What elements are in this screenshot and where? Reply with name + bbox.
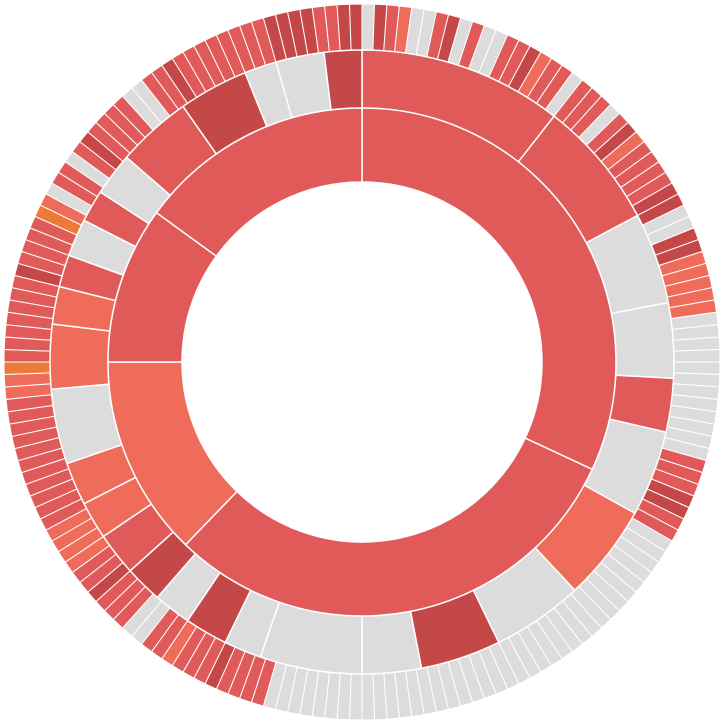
outer-segment-136 bbox=[3, 348, 51, 363]
middle-segment-20 bbox=[49, 323, 111, 391]
outer-segment-91 bbox=[348, 673, 363, 721]
middle-segment-4 bbox=[610, 301, 675, 380]
outer-segment-46 bbox=[673, 361, 721, 376]
outer-ring bbox=[3, 3, 721, 721]
inner-segment-2 bbox=[184, 437, 594, 617]
inner-segment-1 bbox=[361, 107, 617, 471]
outer-segment-180 bbox=[348, 3, 363, 51]
outer-segment-90 bbox=[361, 673, 376, 721]
middle-ring bbox=[49, 49, 675, 675]
outer-segment-135 bbox=[3, 361, 51, 376]
inner-segment-5 bbox=[155, 107, 363, 258]
outer-segment-1 bbox=[361, 3, 376, 51]
outer-segment-45 bbox=[673, 348, 721, 363]
inner-ring bbox=[107, 107, 617, 617]
middle-segment-10 bbox=[361, 610, 423, 675]
middle-segment-30 bbox=[323, 49, 363, 111]
